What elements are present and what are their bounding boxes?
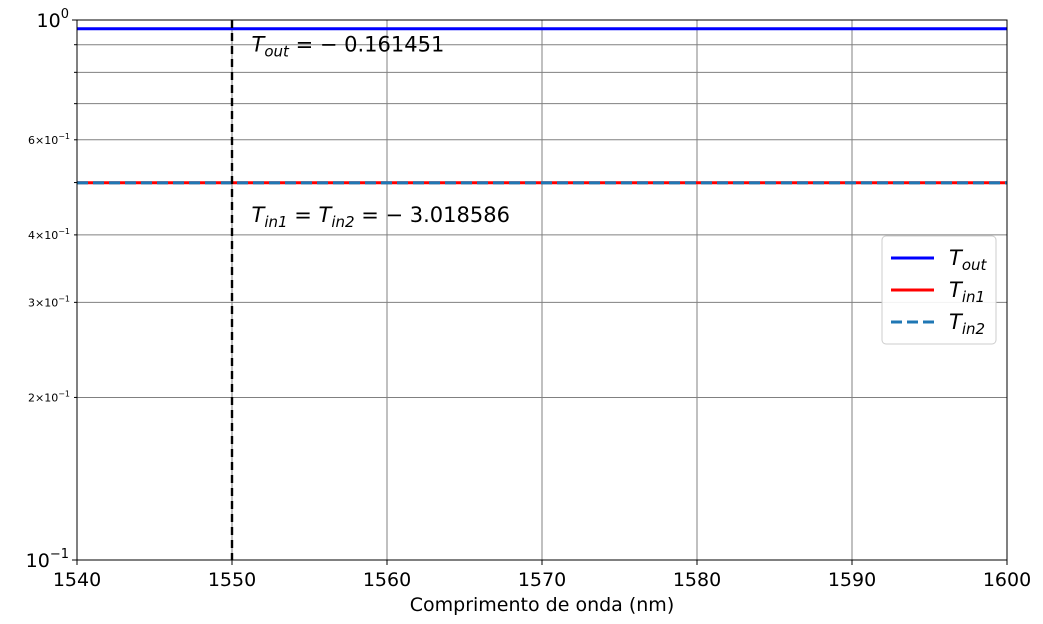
legend-label-in1: Tin1 [949, 278, 985, 306]
legend-label-in2: Tin2 [949, 310, 985, 338]
legend-box [881, 235, 997, 345]
y-minor-tick-label: 3×10−1 [28, 294, 70, 309]
y-minor-tick-label: 6×10−1 [28, 132, 70, 147]
y-minor-mantissa: 2×10 [28, 391, 58, 404]
y-tick-base: 10 [26, 550, 50, 572]
annotation-text: = − 0.161451 [289, 33, 444, 57]
tick-layer: 1540 1550 1560 1570 1580 1590 160010−11006×10−… [26, 7, 1032, 591]
x-tick-label: 1540 [53, 569, 101, 591]
x-tick-label: 1560 [363, 569, 411, 591]
x-tick-label: 1550 [208, 569, 256, 591]
y-minor-exponent: −1 [58, 132, 70, 141]
y-minor-tick-label: 2×10−1 [28, 389, 70, 404]
annotation-subscript: in2 [331, 213, 354, 231]
y-minor-mantissa: 6×10 [28, 134, 58, 147]
annotation-tin: Tin1 = Tin2 = − 3.018586 [252, 203, 510, 231]
y-minor-exponent: −1 [58, 294, 70, 303]
annotation-text: T [252, 203, 267, 227]
x-tick-label: 1600 [983, 569, 1031, 591]
legend-label-subscript: out [962, 256, 988, 274]
y-tick-exponent: −1 [50, 547, 69, 562]
legend-label-subscript: in1 [962, 288, 985, 306]
legend-label-subscript: in2 [962, 320, 985, 338]
y-minor-exponent: −1 [58, 227, 70, 236]
y-tick-label: 10−1 [26, 547, 69, 572]
y-minor-exponent: −1 [58, 389, 70, 398]
y-minor-mantissa: 4×10 [28, 229, 58, 242]
x-tick-label: 1580 [673, 569, 721, 591]
annotation-subscript: out [264, 43, 290, 61]
y-tick-label: 100 [37, 7, 69, 32]
y-minor-mantissa: 3×10 [28, 296, 58, 309]
annotation-tout: Tout = − 0.161451 [252, 33, 445, 61]
x-tick-label: 1590 [828, 569, 876, 591]
annotation-subscript: in1 [264, 213, 287, 231]
annotation-text: = [288, 203, 319, 227]
y-tick-base: 10 [37, 10, 61, 32]
annotation-text: T [319, 203, 334, 227]
legend-label-main: T [949, 278, 964, 302]
legend-label-out: Tout [949, 246, 988, 274]
y-minor-tick-label: 4×10−1 [28, 227, 70, 242]
legend-label-main: T [949, 310, 964, 334]
grid [76, 20, 1008, 560]
x-axis-label: Comprimento de onda (nm) [410, 594, 674, 616]
x-tick-label: 1570 [518, 569, 566, 591]
annotation-text: T [252, 33, 267, 57]
annotation-text: = − 3.018586 [355, 203, 510, 227]
legend-label-main: T [949, 246, 964, 270]
y-tick-exponent: 0 [61, 7, 69, 22]
